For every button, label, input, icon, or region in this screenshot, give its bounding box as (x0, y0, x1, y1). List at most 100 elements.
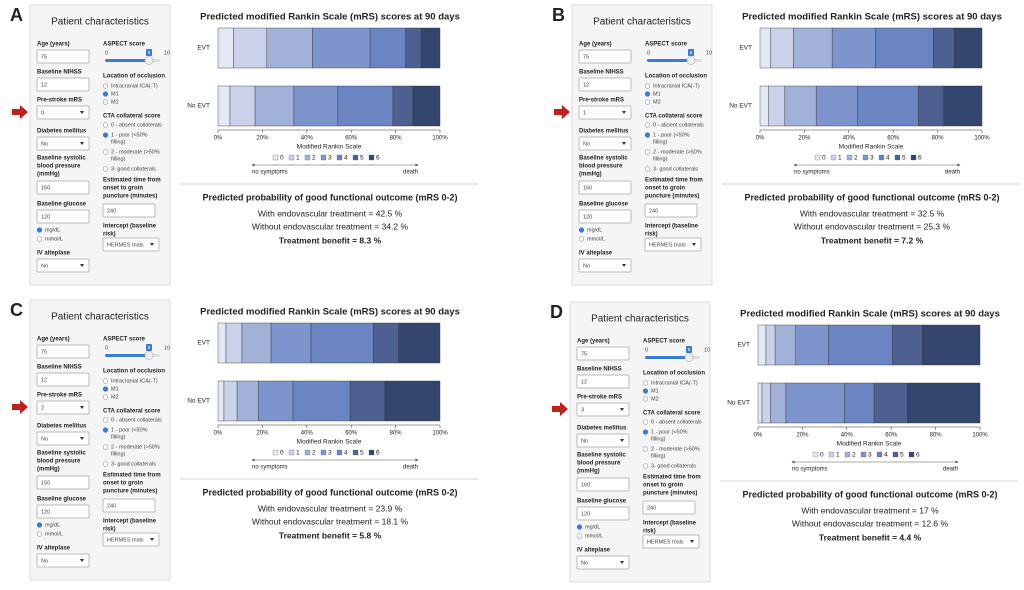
x-tick-label: 60% (885, 433, 898, 439)
input-value: 150 (41, 480, 50, 486)
bar-segment (254, 85, 295, 127)
outcome-benefit: Treatment benefit = 5.8 % (279, 530, 382, 540)
radio-label: filling) (111, 451, 126, 457)
legend-low: no symptoms (794, 170, 830, 176)
panel: B Patient characteristics Age (years) 75 Bas… (552, 4, 1020, 286)
legend-swatch (910, 154, 917, 161)
radio-button (102, 122, 109, 128)
field-label: Diabetes mellitus (579, 129, 629, 135)
radio-label: 3- good collaterals (111, 166, 156, 172)
legend-label: 3 (870, 155, 874, 162)
chart-title: Predicted modified Rankin Scale (mRS) sc… (742, 12, 1002, 23)
category-label: No EVT (187, 103, 210, 110)
radio-label: M2 (111, 99, 119, 105)
panel-letter: B (552, 5, 565, 25)
legend-swatch (892, 451, 899, 458)
bar-segment (770, 382, 787, 424)
category-label: EVT (197, 45, 210, 52)
field-label: onset to groin (103, 481, 143, 487)
radio-button (102, 394, 109, 400)
bar-segment (398, 322, 441, 364)
radio-button (578, 227, 585, 233)
x-tick-label: 20% (256, 136, 269, 142)
bar-segment (217, 27, 234, 69)
input-box (36, 136, 90, 151)
field-label: risk) (643, 529, 656, 535)
legend-label: 2 (312, 450, 316, 457)
field-label: (mmHg) (37, 467, 60, 473)
input-value: 120 (581, 511, 590, 517)
bar-segment (757, 382, 763, 424)
input-value: 12 (41, 377, 47, 383)
field-label: Baseline glucose (37, 202, 87, 208)
form-panel: Patient characteristics Age (years) 75 Base… (571, 4, 713, 286)
input-box (36, 372, 90, 387)
legend-swatch (304, 154, 311, 161)
radio-label: filling) (651, 436, 666, 442)
bar-segment (312, 27, 371, 69)
field-label: Estimated time from (103, 178, 161, 184)
input-value: No (581, 438, 588, 444)
dropdown-caret (620, 561, 624, 564)
bar-segment (784, 85, 817, 127)
radio-button (36, 522, 43, 528)
input-box (36, 258, 90, 273)
bar-segment (785, 382, 845, 424)
field-label: Intercept (baseline (103, 519, 157, 525)
x-tick-label: 0% (756, 136, 765, 142)
chart: Predicted modified Rankin Scale (mRS) sc… (722, 12, 1020, 185)
input-value: 75 (583, 54, 589, 60)
legend-label: 4 (884, 452, 888, 459)
slider-max: 10 (164, 50, 170, 56)
legend-label: 0 (280, 450, 284, 457)
slider-value: 8 (688, 347, 691, 352)
legend-high: death (943, 467, 958, 473)
field-label: IV alteplase (37, 251, 71, 257)
radio-label: Intracranial ICA(-T) (111, 83, 158, 89)
bar-segment (229, 85, 256, 127)
radio-label: mg/dL (45, 227, 60, 233)
slider-value: 8 (148, 50, 151, 55)
slider-max: 10 (164, 345, 170, 351)
radio-button (644, 166, 651, 172)
field-label: CTA collateral score (645, 114, 703, 120)
bar-segment (918, 85, 945, 127)
input-box (102, 532, 160, 547)
field-label: Baseline glucose (37, 497, 87, 503)
bar-segment (757, 324, 767, 366)
bar-segment (420, 27, 441, 69)
radio-label: Intracranial ICA(-T) (111, 378, 158, 384)
input-value: 75 (41, 54, 47, 60)
x-axis-title: Modified Rankin Scale (297, 144, 362, 151)
field-label: puncture (minutes) (103, 489, 157, 495)
legend-label: 2 (312, 155, 316, 162)
dropdown-caret (80, 559, 84, 562)
legend-swatch (320, 154, 327, 161)
bar-segment (922, 324, 981, 366)
radio-label: mg/dL (587, 227, 602, 233)
field-label: CTA collateral score (103, 114, 161, 120)
category-label: No EVT (729, 103, 752, 110)
x-tick-label: 40% (841, 433, 854, 439)
form-title: Patient characteristics (51, 17, 149, 28)
dropdown-caret (622, 264, 626, 267)
field-label: Pre-stroke mRS (577, 395, 622, 401)
slider-min: 0 (645, 347, 648, 353)
legend-swatch (320, 449, 327, 456)
radio-button (642, 380, 649, 386)
input-value: 240 (107, 503, 116, 509)
bar-segment (270, 322, 312, 364)
radio-button (102, 378, 109, 384)
field-label: Intercept (baseline (645, 224, 699, 230)
slider-value-bubble (688, 49, 694, 56)
radio-button (102, 149, 109, 155)
input-box (644, 203, 698, 218)
bar-segment (372, 322, 399, 364)
input-value: 120 (583, 214, 592, 220)
field-label: Age (years) (577, 339, 610, 345)
radio-button (578, 236, 585, 242)
slider-value: 8 (148, 345, 151, 350)
legend-label: 3 (328, 155, 332, 162)
field-label: blood pressure (577, 461, 621, 467)
